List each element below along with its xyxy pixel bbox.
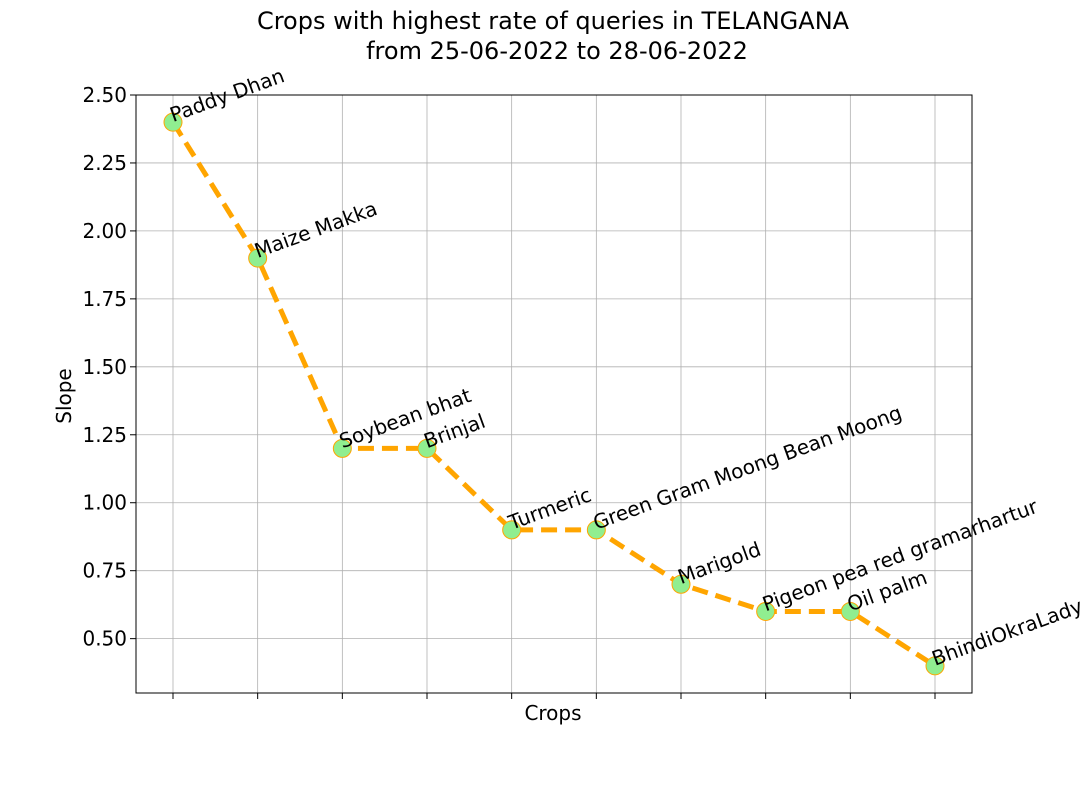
- data-point: [840, 601, 860, 621]
- data-point: [756, 601, 776, 621]
- data-point: [332, 438, 352, 458]
- plot-frame: [135, 94, 973, 694]
- series-line-path: [170, 120, 937, 668]
- data-point: [502, 520, 522, 540]
- data-point: [925, 656, 945, 676]
- data-label: Marigold: [675, 537, 764, 589]
- y-axis-label: Slope: [52, 368, 76, 424]
- data-label: Maize Makka: [251, 196, 380, 263]
- y-tick-label: 0.75: [82, 559, 127, 583]
- y-tick-label: 1.50: [82, 355, 127, 379]
- y-tick-label: 1.00: [82, 491, 127, 515]
- data-point: [163, 112, 183, 132]
- y-axis: 0.50 0.75 1.00 1.25 1.50 1.75 2.00 2.25 2.50: [82, 83, 136, 651]
- y-tick-label: 2.50: [82, 83, 127, 107]
- y-tick-label: 0.50: [82, 627, 127, 651]
- series-markers: [163, 112, 945, 676]
- x-axis: [172, 693, 936, 699]
- y-tick-label: 1.75: [82, 287, 127, 311]
- data-label: Turmeric: [504, 483, 594, 535]
- y-tick-label: 2.00: [82, 219, 127, 243]
- y-tick-label: 2.25: [82, 151, 127, 175]
- data-point: [248, 248, 268, 268]
- series-line: [170, 120, 937, 668]
- data-point: [586, 520, 606, 540]
- chart-subtitle: from 25-06-2022 to 28-06-2022: [366, 37, 748, 65]
- data-label: Green Gram Moong Bean Moong: [590, 400, 905, 534]
- data-label: BhindiOkraLadysfinger: [929, 570, 1080, 671]
- chart-title: Crops with highest rate of queries in TE…: [257, 7, 850, 35]
- x-axis-label: Crops: [524, 701, 581, 725]
- data-point: [671, 574, 691, 594]
- data-point: [417, 438, 437, 458]
- y-tick-label: 1.25: [82, 423, 127, 447]
